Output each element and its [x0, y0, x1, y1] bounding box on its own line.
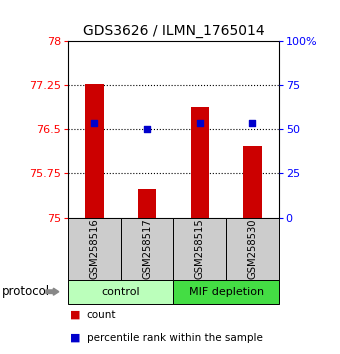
Point [144, 126, 150, 132]
Text: protocol: protocol [2, 285, 50, 298]
Point [250, 120, 255, 126]
Text: GSM258516: GSM258516 [89, 218, 99, 279]
Text: GSM258530: GSM258530 [248, 218, 257, 279]
Text: ■: ■ [70, 333, 80, 343]
Text: ■: ■ [70, 310, 80, 320]
Bar [190, 107, 209, 218]
Text: control: control [101, 287, 140, 297]
Bar [85, 84, 104, 218]
Bar [243, 146, 262, 218]
Text: MIF depletion: MIF depletion [189, 287, 264, 297]
Title: GDS3626 / ILMN_1765014: GDS3626 / ILMN_1765014 [83, 24, 264, 38]
Text: percentile rank within the sample: percentile rank within the sample [87, 333, 262, 343]
Text: GSM258515: GSM258515 [195, 218, 205, 279]
Point [197, 120, 202, 126]
Text: count: count [87, 310, 116, 320]
Text: GSM258517: GSM258517 [142, 218, 152, 279]
Point [91, 120, 97, 126]
Bar [138, 189, 156, 218]
